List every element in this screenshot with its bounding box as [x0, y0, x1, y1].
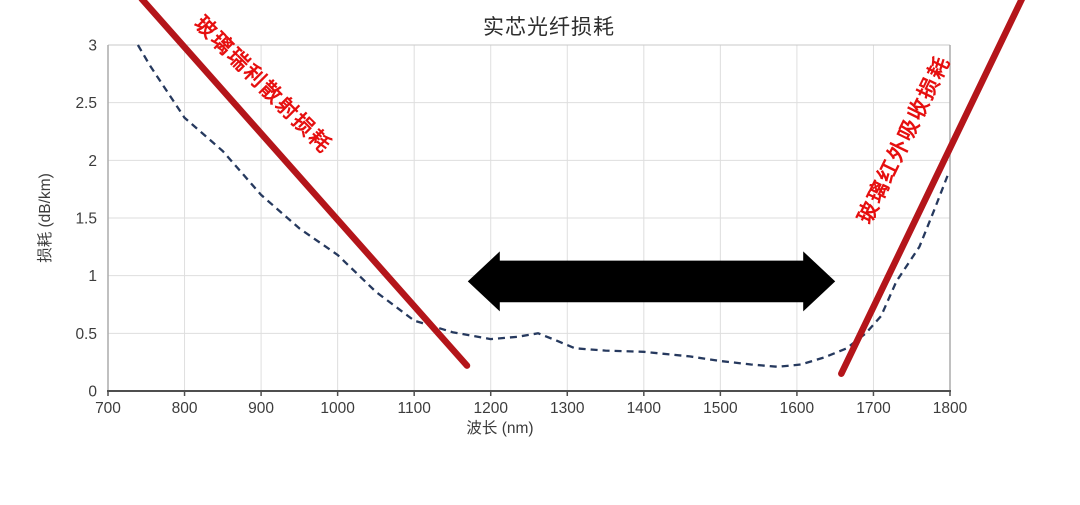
y-tick-label: 1.5 — [75, 211, 97, 228]
rayleigh-scattering-line — [138, 0, 471, 369]
y-axis-title: 损耗 (dB/km) — [37, 173, 54, 263]
axis-ticks-and-labels: 700 800 900 1000 1100 1200 1300 1400 1500 1600 170… — [75, 38, 967, 418]
y-tick-label: 2.5 — [75, 95, 97, 112]
x-tick-label: 1000 — [320, 400, 355, 417]
x-tick-label: 1800 — [933, 400, 968, 417]
chart-title: 实芯光纤损耗 — [483, 16, 615, 39]
fiber-loss-curve — [136, 44, 949, 368]
x-tick-label: 1600 — [780, 400, 815, 417]
x-tick-label: 1100 — [398, 400, 432, 417]
x-tick-label: 900 — [248, 400, 274, 417]
plot-border — [107, 44, 951, 392]
x-tick-label: 1500 — [703, 400, 738, 417]
x-tick-label: 800 — [172, 400, 198, 417]
x-tick-label: 1200 — [473, 400, 508, 417]
gridlines — [108, 45, 950, 391]
y-tick-label: 3 — [88, 38, 97, 55]
y-tick-label: 0 — [88, 384, 97, 401]
y-tick-label: 0.5 — [75, 326, 97, 343]
low-loss-window-arrow — [467, 251, 836, 312]
y-tick-label: 1 — [88, 268, 97, 285]
x-axis-title: 波长 (nm) — [466, 420, 534, 437]
x-tick-label: 1700 — [856, 400, 891, 417]
y-tick-label: 2 — [88, 153, 97, 170]
x-tick-label: 1400 — [627, 400, 662, 417]
x-tick-label: 1300 — [550, 400, 585, 417]
x-tick-label: 700 — [95, 400, 121, 417]
infrared-absorption-line — [838, 0, 1025, 377]
